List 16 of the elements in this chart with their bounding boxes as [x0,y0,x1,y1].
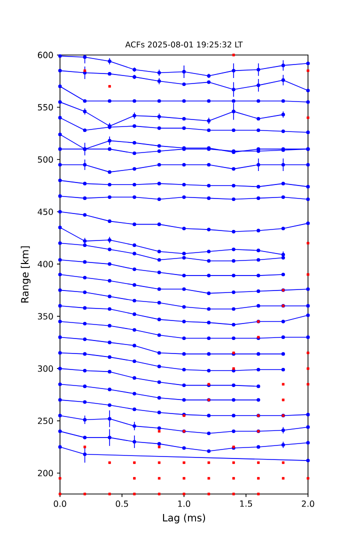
y-tick-label: 300 [38,365,53,372]
y-tick-label: 200 [38,470,53,476]
x-tick-label: 0.0 [54,500,66,507]
y-tick-label: 400 [38,260,53,268]
y-tick-label: 600 [38,52,53,58]
y-tick-label: 250 [38,418,53,424]
x-tick-label: 1.0 [178,500,190,507]
y-tick-label: 550 [38,104,53,110]
y-tick-label: 350 [38,313,53,320]
y-tick-label: 500 [38,156,53,163]
x-tick-label: 1.5 [240,500,252,507]
x-tick-label: 0.5 [116,500,128,507]
x-tick-label: 2.0 [302,500,314,507]
y-tick-label: 450 [38,208,53,215]
y-axis-title: Range [km] [20,246,30,303]
x-axis-title: Lag (ms) [163,514,206,524]
